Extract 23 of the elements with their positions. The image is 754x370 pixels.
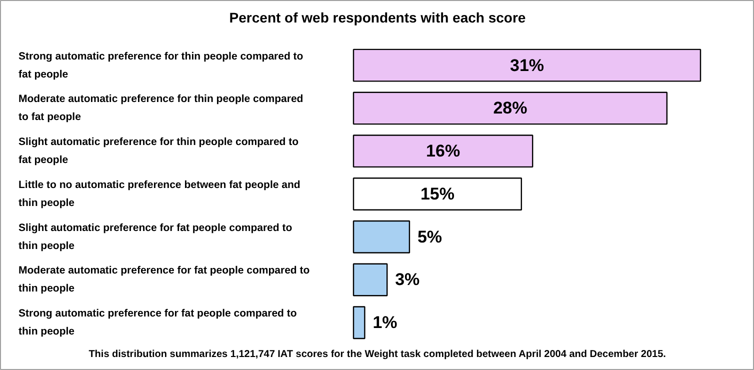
y-tick-label: Slight automatic preference for fat people compared to thin people: [18, 222, 292, 252]
data-label: 1%: [372, 313, 398, 332]
bar: [352, 48, 702, 82]
data-label: 16%: [426, 142, 460, 161]
data-label: 31%: [510, 56, 544, 75]
y-tick-label: Slight automatic preference for thin people compared to fat people: [18, 136, 299, 166]
y-tick-label: Moderate automatic preference for fat people compared to thin people: [18, 264, 310, 295]
data-label: 28%: [493, 98, 528, 118]
data-label: 5%: [417, 227, 442, 246]
y-tick-label: Moderate automatic preference for thin people compared to fat people: [18, 93, 304, 124]
bar: [352, 263, 388, 296]
y-tick-label: Strong automatic preference for thin people compared to fat people: [18, 50, 304, 80]
bar: [352, 134, 534, 168]
bar: [352, 306, 366, 340]
y-tick-label: Strong automatic preference for fat people compared to thin people: [18, 308, 297, 338]
chart-title: Percent of web respondents with each score: [229, 9, 526, 26]
bar: [352, 92, 668, 125]
bar: [352, 220, 410, 254]
data-label: 3%: [395, 270, 420, 290]
text: This distribution summarizes 1,121,747 IAT scores for the Weight task completed between April 2004 and December 2015.: [88, 348, 666, 360]
bar: [352, 178, 522, 210]
y-tick-label: Little to no automatic preference between fat people and thin people: [18, 178, 300, 209]
data-label: 15%: [420, 184, 454, 204]
